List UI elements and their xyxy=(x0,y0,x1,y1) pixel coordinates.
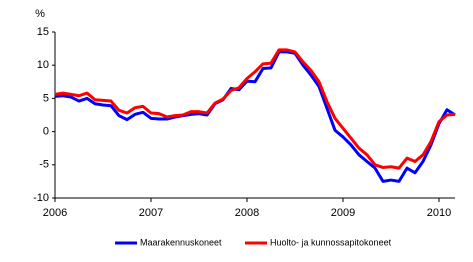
y-tick-label: 0 xyxy=(43,126,49,138)
x-tick-label: 2008 xyxy=(235,207,259,219)
y-unit: % xyxy=(35,8,45,20)
x-tick-label: 2010 xyxy=(427,207,451,219)
y-tick-label: 5 xyxy=(43,92,49,104)
series-line xyxy=(54,50,456,183)
x-tick-label: 2006 xyxy=(43,207,67,219)
x-tick-label: 2007 xyxy=(139,207,163,219)
y-tick-label: -10 xyxy=(33,192,49,204)
x-tick-label: 2009 xyxy=(331,207,355,219)
legend-label: Huolto- ja kunnossapitokoneet xyxy=(270,237,392,247)
y-tick-label: -5 xyxy=(39,159,49,171)
y-tick-label: 10 xyxy=(37,59,49,71)
legend-label: Maarakennuskoneet xyxy=(140,237,222,247)
series-line xyxy=(54,48,456,170)
y-tick-label: 15 xyxy=(37,26,49,38)
